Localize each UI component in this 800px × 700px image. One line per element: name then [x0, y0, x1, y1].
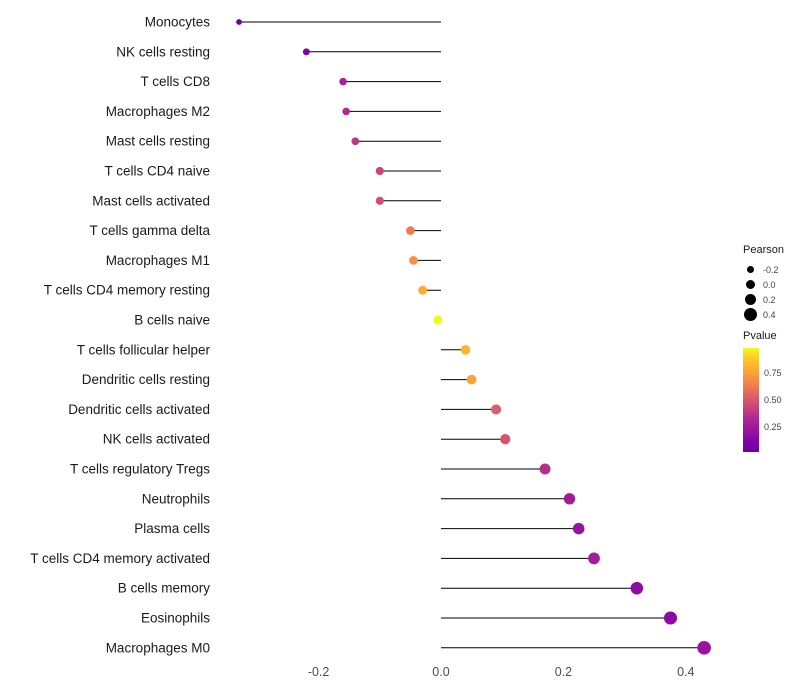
- lollipop-dot: [630, 581, 644, 595]
- category-label: T cells CD8: [140, 74, 210, 89]
- size-legend-label: 0.2: [763, 294, 776, 305]
- x-tick-label: 0.2: [555, 665, 572, 679]
- category-label: T cells CD4 memory activated: [30, 551, 210, 566]
- category-label: Plasma cells: [134, 521, 210, 536]
- lollipop-dot: [351, 137, 360, 146]
- size-legend-entry: 0.0: [743, 277, 784, 292]
- pvalue-gradient-wrap: 0.75 0.50 0.25: [743, 348, 800, 452]
- category-label: Dendritic cells resting: [82, 372, 210, 387]
- lollipop-dot: [460, 344, 471, 355]
- category-label: Monocytes: [145, 15, 211, 30]
- category-label: T cells regulatory Tregs: [70, 462, 210, 477]
- size-legend-dot: [746, 265, 755, 274]
- pvalue-legend-title: Pvalue: [743, 330, 777, 342]
- category-label: Mast cells resting: [106, 134, 210, 149]
- size-legend-key: [743, 292, 758, 307]
- lollipop-dot: [236, 19, 242, 25]
- size-legend-entry: -0.2: [743, 262, 784, 277]
- category-label: T cells CD4 naive: [104, 164, 210, 179]
- category-label: Neutrophils: [142, 491, 211, 506]
- category-label: Eosinophils: [141, 611, 210, 626]
- size-legend-key: [743, 277, 758, 292]
- lollipop-dot: [466, 374, 477, 385]
- size-legend-entry: 0.4: [743, 307, 784, 322]
- pearson-size-legend: Pearson -0.2 0.0 0.2 0.4: [743, 244, 784, 322]
- category-label: T cells CD4 memory resting: [44, 283, 210, 298]
- category-label: B cells memory: [118, 581, 211, 596]
- lollipop-dot: [433, 315, 443, 325]
- category-label: T cells gamma delta: [89, 223, 210, 238]
- pvalue-gradient-bar: [743, 348, 759, 452]
- size-legend-label: 0.4: [763, 309, 776, 320]
- category-label: NK cells resting: [116, 44, 210, 59]
- pvalue-tick-label: 0.75: [764, 367, 782, 378]
- lollipop-dot: [663, 611, 678, 625]
- size-legend-key: [743, 307, 758, 322]
- size-legend-dot: [744, 293, 757, 306]
- lollipop-dot: [375, 196, 384, 205]
- category-label: T cells follicular helper: [77, 342, 211, 357]
- category-label: Macrophages M1: [106, 253, 210, 268]
- lollipop-dot: [375, 166, 384, 176]
- category-label: Dendritic cells activated: [68, 402, 210, 417]
- pearson-legend-entries: -0.2 0.0 0.2 0.4: [743, 262, 784, 322]
- lollipop-dot: [572, 522, 585, 535]
- size-legend-entry: 0.2: [743, 292, 784, 307]
- lollipop-dot: [302, 48, 310, 56]
- size-legend-label: 0.0: [763, 279, 776, 290]
- category-label: Mast cells activated: [92, 193, 210, 208]
- lollipop-dot: [697, 640, 711, 655]
- lollipop-dot: [563, 493, 576, 505]
- pearson-legend-title: Pearson: [743, 244, 784, 256]
- x-tick-label: -0.2: [308, 665, 330, 679]
- lollipop-dot: [500, 434, 511, 445]
- category-label: Macrophages M0: [106, 640, 210, 655]
- lollipop-dot: [409, 256, 418, 265]
- lollipop-dot: [339, 77, 347, 86]
- lollipop-dot: [539, 463, 551, 475]
- x-tick-label: 0.0: [432, 665, 449, 679]
- size-legend-dot: [745, 279, 756, 290]
- category-label: B cells naive: [134, 313, 210, 328]
- pvalue-color-legend: Pvalue 0.75 0.50 0.25: [743, 330, 800, 452]
- lollipop-dot: [418, 285, 428, 295]
- category-label: NK cells activated: [103, 432, 210, 447]
- category-label: Macrophages M2: [106, 104, 210, 119]
- size-legend-label: -0.2: [763, 264, 779, 275]
- size-legend-dot: [743, 307, 758, 322]
- lollipop-dot: [342, 107, 350, 116]
- lollipop-dot: [588, 552, 600, 565]
- lollipop-dot: [491, 404, 502, 415]
- pvalue-tick-label: 0.50: [764, 395, 782, 405]
- pvalue-tick-label: 0.25: [764, 422, 782, 433]
- x-tick-label: 0.4: [677, 665, 694, 679]
- lollipop-dot: [406, 226, 415, 235]
- size-legend-key: [743, 262, 758, 277]
